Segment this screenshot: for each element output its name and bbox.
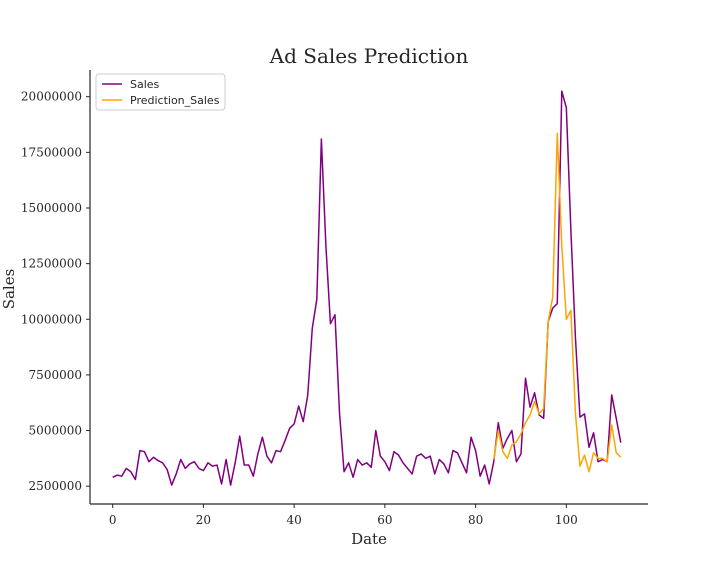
y-axis-label: Sales	[0, 269, 18, 310]
y-tick-label: 7500000	[29, 368, 82, 382]
x-axis-label: Date	[351, 530, 387, 548]
legend-entry: Sales	[130, 78, 160, 91]
y-tick-label: 12500000	[21, 257, 82, 271]
legend-entry: Prediction_Sales	[130, 94, 220, 107]
x-tick-label: 0	[109, 513, 117, 527]
legend: Sales Prediction_Sales	[95, 73, 226, 111]
series-line-sales	[112, 90, 622, 486]
y-tick-label: 5000000	[29, 424, 82, 438]
y-tick-label: 17500000	[21, 145, 82, 159]
y-tick-label: 20000000	[21, 90, 82, 104]
y-tick-label: 2500000	[29, 479, 82, 493]
chart-title: Ad Sales Prediction	[269, 44, 469, 68]
x-tick-label: 40	[287, 513, 302, 527]
x-tick-label: 100	[555, 513, 578, 527]
x-tick-label: 80	[468, 513, 483, 527]
x-tick-label: 20	[196, 513, 211, 527]
x-tick-label: 60	[377, 513, 392, 527]
y-tick-label: 15000000	[21, 201, 82, 215]
y-tick-label: 10000000	[21, 312, 82, 326]
plot-area: 0 20 40 60 80 100 2500000 5000000 7500000 1000000…	[21, 70, 648, 527]
series-line-prediction-sales	[493, 132, 622, 473]
legend-box	[95, 73, 226, 111]
